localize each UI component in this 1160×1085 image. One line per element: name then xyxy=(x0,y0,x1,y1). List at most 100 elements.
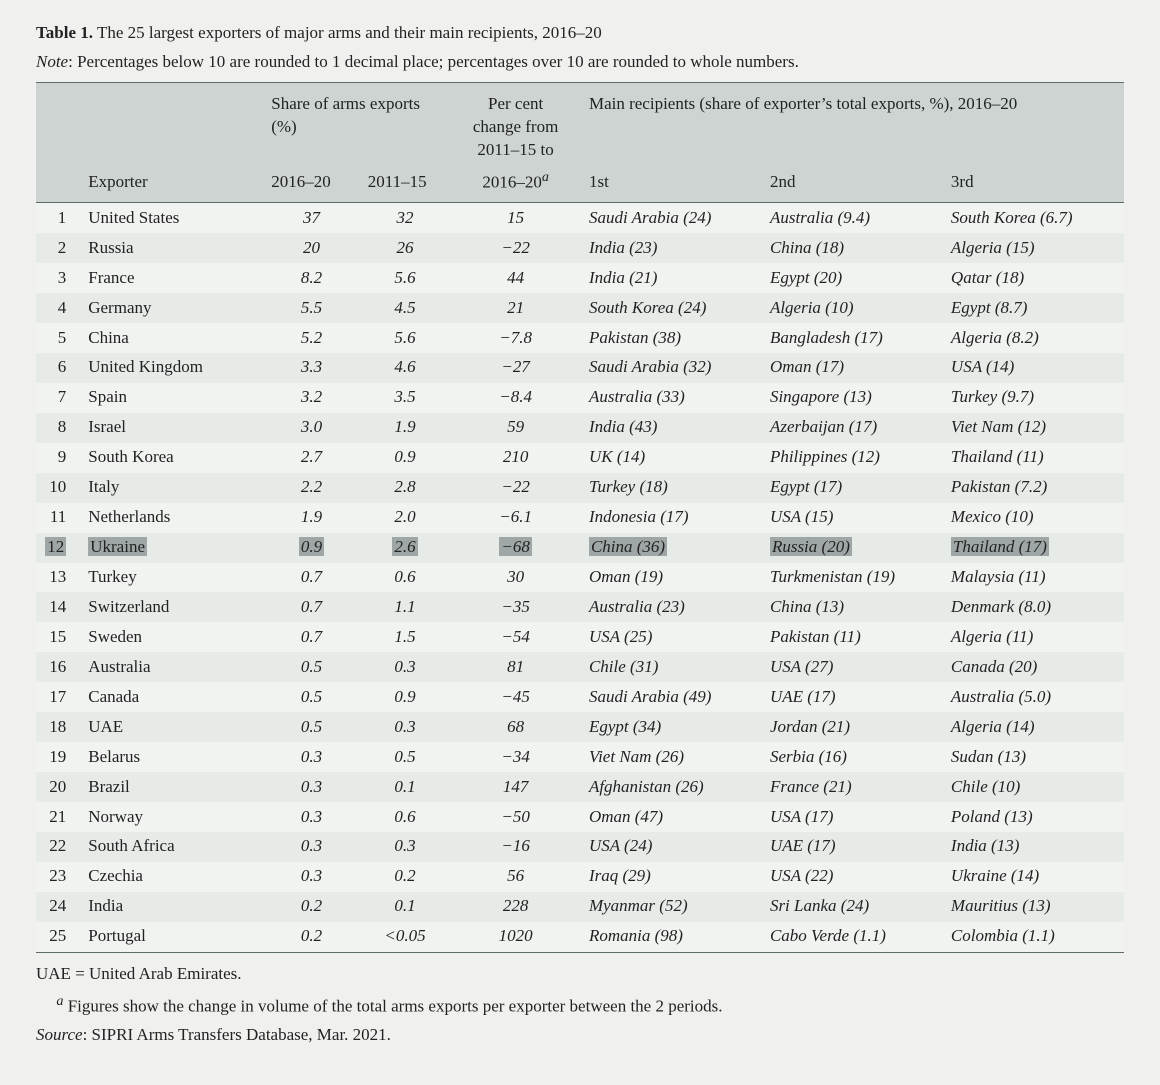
footnote-uae: UAE = United Arab Emirates. xyxy=(36,963,1124,986)
arms-exporters-table: Share of arms exports (%) Per cent chang… xyxy=(36,83,1124,953)
cell-recipient-1: Oman (47) xyxy=(581,802,762,832)
cell-rank: 2 xyxy=(36,233,80,263)
cell-share-2016-20: 0.3 xyxy=(263,832,360,862)
cell-recipient-1: India (21) xyxy=(581,263,762,293)
cell-recipient-3: Turkey (9.7) xyxy=(943,383,1124,413)
cell-share-2011-15: 0.6 xyxy=(360,802,451,832)
cell-share-2011-15: 0.1 xyxy=(360,772,451,802)
cell-recipient-2: Cabo Verde (1.1) xyxy=(762,922,943,952)
cell-recipient-2: France (21) xyxy=(762,772,943,802)
cell-rank: 5 xyxy=(36,323,80,353)
table-row: 7Spain3.23.5−8.4Australia (33)Singapore … xyxy=(36,383,1124,413)
cell-share-2016-20: 3.3 xyxy=(263,353,360,383)
cell-share-2011-15: 0.1 xyxy=(360,892,451,922)
hdr-change-l2: change from xyxy=(473,117,558,136)
cell-recipient-3: South Korea (6.7) xyxy=(943,203,1124,233)
cell-recipient-3: Algeria (11) xyxy=(943,622,1124,652)
cell-share-2011-15: 2.8 xyxy=(360,473,451,503)
table-note: Note: Percentages below 10 are rounded t… xyxy=(36,51,1124,74)
cell-change: 210 xyxy=(450,443,581,473)
cell-exporter: Spain xyxy=(80,383,263,413)
cell-recipient-1: Saudi Arabia (32) xyxy=(581,353,762,383)
table-row: 6United Kingdom3.34.6−27Saudi Arabia (32… xyxy=(36,353,1124,383)
cell-change: −34 xyxy=(450,742,581,772)
cell-exporter: Portugal xyxy=(80,922,263,952)
cell-recipient-1: India (23) xyxy=(581,233,762,263)
table-row: 14Switzerland0.71.1−35Australia (23)Chin… xyxy=(36,592,1124,622)
cell-change: 21 xyxy=(450,293,581,323)
cell-recipient-1: Pakistan (38) xyxy=(581,323,762,353)
cell-share-2011-15: 0.9 xyxy=(360,443,451,473)
cell-share-2016-20: 2.7 xyxy=(263,443,360,473)
header-share-group: Share of arms exports (%) xyxy=(263,83,450,168)
cell-recipient-3: Mexico (10) xyxy=(943,503,1124,533)
cell-share-2016-20: 0.3 xyxy=(263,772,360,802)
cell-exporter: South Korea xyxy=(80,443,263,473)
cell-exporter: UAE xyxy=(80,712,263,742)
cell-rank: 15 xyxy=(36,622,80,652)
cell-recipient-1: Saudi Arabia (24) xyxy=(581,203,762,233)
cell-share-2011-15: 32 xyxy=(360,203,451,233)
cell-change: −45 xyxy=(450,682,581,712)
cell-exporter: Brazil xyxy=(80,772,263,802)
cell-recipient-1: Egypt (34) xyxy=(581,712,762,742)
cell-rank: 22 xyxy=(36,832,80,862)
cell-exporter: Turkey xyxy=(80,563,263,593)
cell-recipient-1: Indonesia (17) xyxy=(581,503,762,533)
cell-share-2011-15: 3.5 xyxy=(360,383,451,413)
table-row: 11Netherlands1.92.0−6.1Indonesia (17)USA… xyxy=(36,503,1124,533)
table-row: 9South Korea2.70.9210UK (14)Philippines … xyxy=(36,443,1124,473)
cell-change: 15 xyxy=(450,203,581,233)
cell-recipient-1: Viet Nam (26) xyxy=(581,742,762,772)
cell-change: −6.1 xyxy=(450,503,581,533)
cell-change: −22 xyxy=(450,473,581,503)
cell-share-2016-20: 0.3 xyxy=(263,742,360,772)
cell-recipient-2: Jordan (21) xyxy=(762,712,943,742)
cell-recipient-1: Romania (98) xyxy=(581,922,762,952)
cell-share-2016-20: 3.2 xyxy=(263,383,360,413)
cell-exporter: Canada xyxy=(80,682,263,712)
table-row: 12Ukraine0.92.6−68China (36)Russia (20)T… xyxy=(36,533,1124,563)
cell-recipient-3: USA (14) xyxy=(943,353,1124,383)
cell-share-2011-15: 1.1 xyxy=(360,592,451,622)
cell-recipient-3: Algeria (8.2) xyxy=(943,323,1124,353)
cell-recipient-3: Sudan (13) xyxy=(943,742,1124,772)
cell-share-2011-15: 0.9 xyxy=(360,682,451,712)
table-row: 21Norway0.30.6−50Oman (47)USA (17)Poland… xyxy=(36,802,1124,832)
cell-share-2016-20: 0.2 xyxy=(263,892,360,922)
note-rest: : Percentages below 10 are rounded to 1 … xyxy=(68,52,799,71)
cell-share-2016-20: 2.2 xyxy=(263,473,360,503)
note-lead: Note xyxy=(36,52,68,71)
cell-exporter: United States xyxy=(80,203,263,233)
cell-rank: 3 xyxy=(36,263,80,293)
cell-recipient-1: India (43) xyxy=(581,413,762,443)
cell-share-2011-15: 2.6 xyxy=(360,533,451,563)
cell-recipient-3: Thailand (11) xyxy=(943,443,1124,473)
cell-recipient-3: Qatar (18) xyxy=(943,263,1124,293)
cell-recipient-3: Egypt (8.7) xyxy=(943,293,1124,323)
source-lead: Source xyxy=(36,1025,83,1044)
cell-exporter: Israel xyxy=(80,413,263,443)
table-row: 1United States373215Saudi Arabia (24)Aus… xyxy=(36,203,1124,233)
table-row: 23Czechia0.30.256Iraq (29)USA (22)Ukrain… xyxy=(36,862,1124,892)
table-row: 24India0.20.1228Myanmar (52)Sri Lanka (2… xyxy=(36,892,1124,922)
table-container: Table 1. The 25 largest exporters of maj… xyxy=(0,0,1160,1085)
cell-exporter: Germany xyxy=(80,293,263,323)
cell-recipient-2: USA (27) xyxy=(762,652,943,682)
col-recip-1: 1st xyxy=(581,168,762,203)
cell-share-2016-20: 20 xyxy=(263,233,360,263)
cell-recipient-2: Serbia (16) xyxy=(762,742,943,772)
title-rest: The 25 largest exporters of major arms a… xyxy=(93,23,602,42)
cell-recipient-3: Ukraine (14) xyxy=(943,862,1124,892)
cell-share-2011-15: 26 xyxy=(360,233,451,263)
cell-rank: 7 xyxy=(36,383,80,413)
footnote-a: a Figures show the change in volume of t… xyxy=(36,992,1124,1019)
cell-recipient-2: UAE (17) xyxy=(762,682,943,712)
cell-change: 44 xyxy=(450,263,581,293)
cell-exporter: Australia xyxy=(80,652,263,682)
cell-change: 56 xyxy=(450,862,581,892)
cell-recipient-3: Viet Nam (12) xyxy=(943,413,1124,443)
cell-rank: 11 xyxy=(36,503,80,533)
cell-recipient-1: South Korea (24) xyxy=(581,293,762,323)
cell-recipient-1: Saudi Arabia (49) xyxy=(581,682,762,712)
